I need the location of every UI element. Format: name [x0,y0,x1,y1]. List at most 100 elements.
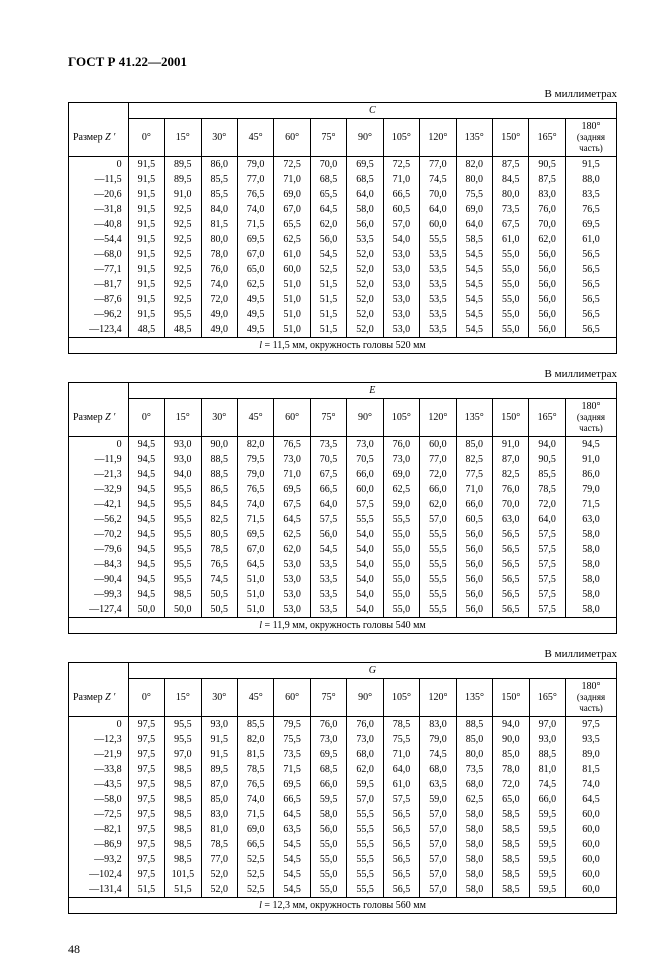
cell: 55,5 [420,542,456,557]
cell: 51,5 [310,307,346,322]
cell: 68,0 [347,747,383,762]
cell: 82,0 [238,732,274,747]
cell: 91,5 [128,217,164,232]
cell: 51,5 [165,882,201,898]
cell: 73,0 [274,452,310,467]
cell: 59,5 [529,882,565,898]
cell: 80,5 [201,527,237,542]
cell: 59,5 [529,837,565,852]
cell: 64,5 [310,202,346,217]
page-number: 48 [68,942,617,957]
z-value: 0 [69,437,129,453]
cell: 75,5 [383,732,419,747]
cell: 51,0 [237,572,273,587]
cell: 54,5 [456,247,492,262]
cell: 71,0 [383,172,419,187]
cell: 68,0 [420,762,456,777]
cell: 53,5 [347,232,383,247]
cell: 93,0 [165,437,201,453]
angle-header: 30° [201,119,237,157]
angle-header: 60° [274,119,310,157]
cell: 55,5 [420,572,456,587]
cell: 54,5 [456,307,492,322]
cell: 94,5 [128,482,164,497]
cell: 52,0 [347,322,383,338]
data-table: EРазмер Z ′0°15°30°45°60°75°90°105°120°1… [68,382,617,634]
cell: 71,5 [274,762,310,777]
cell: 69,5 [237,527,273,542]
cell: 81,5 [201,217,237,232]
cell: 56,5 [565,262,616,277]
cell: 84,5 [201,497,237,512]
cell: 56,0 [347,217,383,232]
cell: 60,5 [456,512,492,527]
table-row: —82,197,598,581,069,063,556,055,556,557,… [69,822,617,837]
cell: 61,0 [383,777,419,792]
cell: 78,5 [529,482,565,497]
cell: 70,0 [310,157,346,173]
cell: 56,5 [565,292,616,307]
cell: 58,5 [493,807,529,822]
cell: 71,0 [383,747,419,762]
cell: 98,5 [165,852,201,867]
table-row: —90,494,595,574,551,053,053,554,055,055,… [69,572,617,587]
z-value: —11,5 [69,172,129,187]
block-label: G [128,663,616,679]
angle-header: 0° [128,399,164,437]
cell: 94,5 [128,497,164,512]
cell: 61,0 [274,247,310,262]
angle-header: 60° [274,399,310,437]
cell: 58,0 [456,807,492,822]
cell: 55,0 [383,587,419,602]
angle-header: 15° [165,119,201,157]
angle-header-last: 180°(задняя часть) [566,679,617,717]
cell: 63,5 [420,777,456,792]
cell: 54,5 [310,247,346,262]
cell: 72,5 [383,157,419,173]
cell: 94,5 [128,587,164,602]
cell: 55,5 [347,807,383,822]
cell: 95,5 [165,557,201,572]
z-value: —72,5 [69,807,129,822]
cell: 85,5 [201,187,237,202]
angle-header: 165° [529,399,565,437]
cell: 58,0 [565,587,616,602]
cell: 52,0 [347,307,383,322]
cell: 55,5 [420,232,456,247]
cell: 91,5 [565,157,616,173]
cell: 54,5 [274,882,310,898]
cell: 55,5 [420,527,456,542]
cell: 71,5 [237,512,273,527]
angle-header: 150° [493,119,529,157]
cell: 69,0 [274,187,310,202]
cell: 56,5 [493,572,529,587]
table-row: —127,450,050,050,551,053,053,554,055,055… [69,602,617,618]
cell: 58,5 [493,852,529,867]
cell: 95,5 [165,732,201,747]
cell: 56,5 [493,557,529,572]
cell: 54,0 [347,587,383,602]
cell: 82,0 [456,157,492,173]
angle-header: 30° [201,399,237,437]
cell: 88,0 [565,172,616,187]
cell: 58,0 [565,527,616,542]
block-label: C [128,103,616,119]
cell: 55,5 [347,852,383,867]
cell: 54,5 [456,262,492,277]
cell: 77,0 [420,452,456,467]
cell: 56,5 [493,587,529,602]
cell: 98,5 [165,822,201,837]
cell: 67,0 [237,542,273,557]
cell: 56,5 [493,542,529,557]
cell: 54,5 [456,322,492,338]
cell: 79,0 [565,482,616,497]
angle-header: 150° [493,679,529,717]
cell: 56,0 [529,292,565,307]
angle-header: 90° [347,679,383,717]
cell: 50,5 [201,587,237,602]
cell: 97,5 [128,792,164,807]
z-value: —21,9 [69,747,129,762]
table-row: —77,191,592,576,065,060,052,552,053,053,… [69,262,617,277]
z-value: —77,1 [69,262,129,277]
cell: 95,5 [165,717,201,733]
